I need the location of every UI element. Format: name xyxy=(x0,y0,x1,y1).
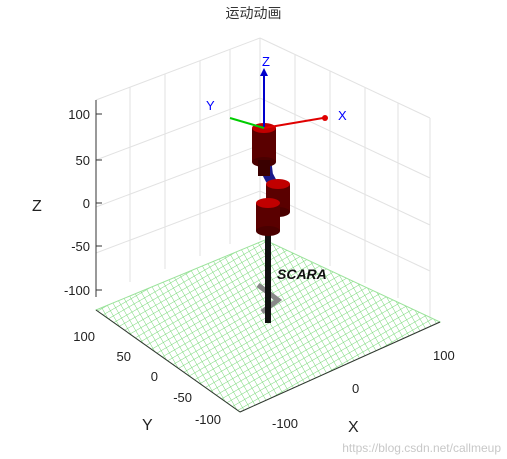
z-axis-label: Z xyxy=(32,198,42,215)
coordinate-frame xyxy=(229,68,328,129)
z-tick-neg100: -100 xyxy=(64,283,90,298)
x-tick-neg100: -100 xyxy=(272,416,298,431)
robot-shaft xyxy=(265,225,271,323)
y-tick-0: 0 xyxy=(151,369,158,384)
watermark: https://blog.csdn.net/callmeup xyxy=(342,441,501,455)
y-tick-100: 100 xyxy=(73,329,95,344)
x-axis xyxy=(239,321,441,413)
y-tick-neg50: -50 xyxy=(173,390,192,405)
y-axis-label: Y xyxy=(142,417,153,434)
y-axis xyxy=(95,309,241,413)
z-axis xyxy=(95,100,102,297)
robot-label: SCARA xyxy=(277,266,327,282)
z-tick-0: 0 xyxy=(83,196,90,211)
x-tick-100: 100 xyxy=(433,348,455,363)
x-axis-label: X xyxy=(348,419,359,436)
joint-3 xyxy=(256,198,280,236)
y-tick-neg100: -100 xyxy=(195,412,221,427)
z-tick-neg50: -50 xyxy=(71,239,90,254)
y-tick-50: 50 xyxy=(117,349,131,364)
x-tick-0: 0 xyxy=(352,381,359,396)
frame-y-label: Y xyxy=(206,98,215,113)
frame-x-label: X xyxy=(338,108,347,123)
z-tick-50: 50 xyxy=(76,153,90,168)
z-tick-100: 100 xyxy=(68,107,90,122)
frame-z-label: Z xyxy=(262,54,270,69)
joint-1 xyxy=(252,123,276,176)
figure-title: 运动动画 xyxy=(225,6,282,22)
